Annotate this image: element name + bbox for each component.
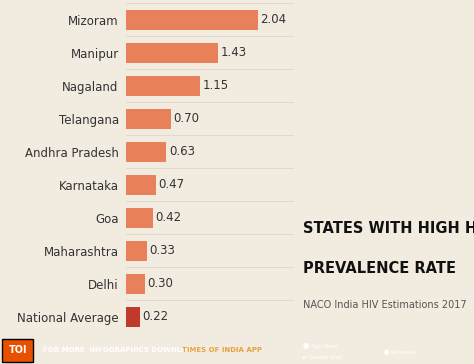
Text: NACO India HIV Estimations 2017: NACO India HIV Estimations 2017	[303, 300, 466, 310]
Bar	[126, 108, 171, 129]
Text: STATES WITH HIGH HIV: STATES WITH HIGH HIV	[303, 221, 474, 236]
Text: 0.47: 0.47	[159, 178, 185, 191]
Text: 0.63: 0.63	[169, 145, 195, 158]
Text: 0.33: 0.33	[150, 244, 175, 257]
Text: FOR MORE  INFOGRAPHICS DOWNLOAD: FOR MORE INFOGRAPHICS DOWNLOAD	[43, 347, 202, 353]
Text: 0.70: 0.70	[173, 112, 200, 125]
Text: 0.30: 0.30	[147, 277, 173, 290]
Text: TIMES OF INDIA APP: TIMES OF INDIA APP	[182, 347, 263, 353]
Bar	[126, 175, 156, 195]
Bar	[126, 306, 140, 327]
Bar	[126, 274, 145, 294]
Text: 1.43: 1.43	[221, 46, 247, 59]
Bar	[126, 142, 166, 162]
FancyBboxPatch shape	[2, 339, 33, 362]
Text: 2.04: 2.04	[260, 13, 286, 26]
Bar	[126, 9, 258, 30]
Text: 0.42: 0.42	[155, 211, 182, 224]
Text: 0.22: 0.22	[142, 310, 169, 323]
Text: ■ Windows: ■ Windows	[384, 349, 416, 354]
Bar	[126, 207, 153, 228]
Text: TOI: TOI	[9, 345, 27, 355]
Bar	[126, 241, 147, 261]
Text: 1.15: 1.15	[202, 79, 229, 92]
Text: ⬤ App Store: ⬤ App Store	[303, 343, 338, 349]
Bar	[126, 43, 218, 63]
Text: ► Google play: ► Google play	[303, 355, 342, 360]
Bar	[126, 76, 200, 96]
Text: PREVALENCE RATE: PREVALENCE RATE	[303, 261, 456, 276]
